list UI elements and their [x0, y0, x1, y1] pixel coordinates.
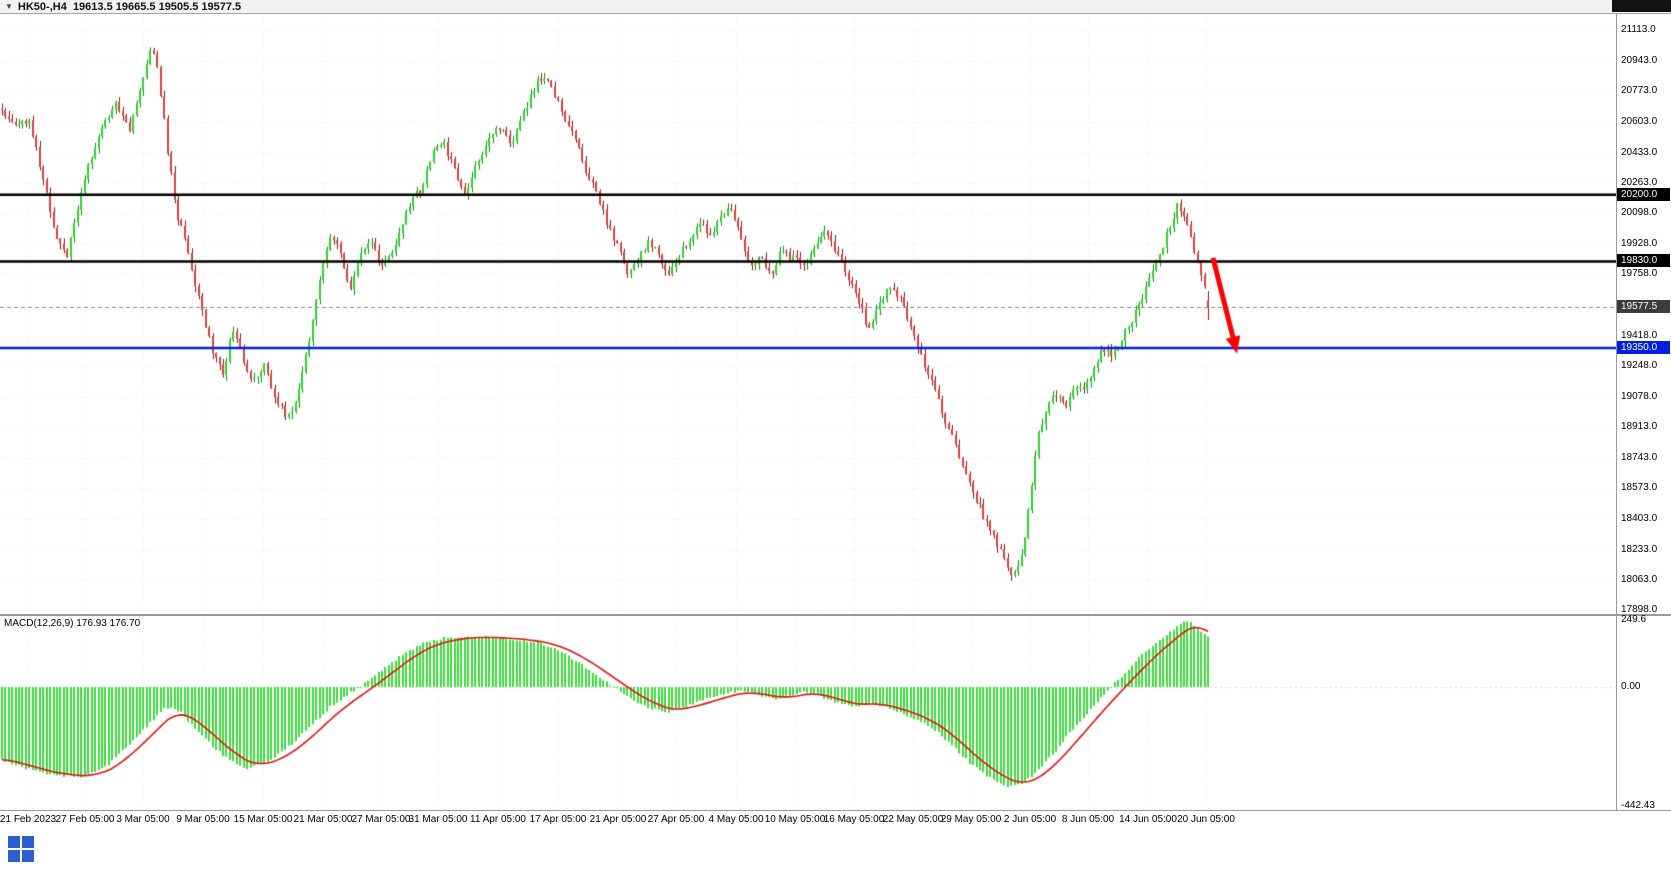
- time-label: 3 Mar 05:00: [116, 814, 170, 825]
- price-level-label-black: 19830.0: [1617, 254, 1670, 268]
- chart-title-bar: ▼ HK50-,H4 19613.5 19665.5 19505.5 19577…: [0, 0, 1671, 14]
- time-label: 22 May 05:00: [882, 814, 944, 825]
- time-label: 29 May 05:00: [940, 814, 1002, 825]
- price-level-label-black: 20200.0: [1617, 187, 1670, 201]
- macd-axis-label: -442.43: [1621, 800, 1655, 811]
- macd-panel-canvas[interactable]: [0, 616, 1616, 810]
- logo-square: [22, 836, 34, 848]
- price-tick-label: 19078.0: [1621, 391, 1658, 403]
- price-tick-label: 19758.0: [1621, 268, 1658, 280]
- price-tick-label: 19418.0: [1621, 329, 1658, 341]
- time-label: 9 Mar 05:00: [176, 814, 230, 825]
- logo-square: [8, 836, 20, 848]
- time-label: 17 Apr 05:00: [529, 814, 587, 825]
- price-tick-label: 21113.0: [1621, 24, 1656, 35]
- logo-square: [8, 850, 20, 862]
- macd-axis[interactable]: 249.6 0.00 -442.43: [1617, 614, 1671, 812]
- price-tick-label: 18573.0: [1621, 482, 1658, 494]
- axis-corner-box: [1612, 0, 1671, 12]
- app-logo-icon[interactable]: [8, 836, 35, 863]
- price-tick-label: 20773.0: [1621, 85, 1658, 97]
- time-label: 27 Feb 05:00: [55, 814, 115, 825]
- time-axis-separator: [0, 810, 1671, 811]
- price-chart-canvas[interactable]: [0, 14, 1616, 614]
- macd-axis-label: 0.00: [1621, 681, 1641, 693]
- axis-divider-line: [1616, 14, 1617, 810]
- price-tick-label: 20603.0: [1621, 116, 1658, 127]
- price-tick-label: 18063.0: [1621, 574, 1658, 586]
- time-label: 14 Jun 05:00: [1119, 814, 1177, 825]
- price-tick-label: 18403.0: [1621, 512, 1658, 524]
- logo-square: [22, 850, 34, 862]
- symbol-ohlc-info: HK50-,H4 19613.5 19665.5 19505.5 19577.5: [17, 0, 242, 13]
- price-tick-label: 18743.0: [1621, 451, 1658, 463]
- price-tick-label: 18233.0: [1621, 543, 1658, 555]
- time-label: 16 May 05:00: [823, 814, 885, 825]
- macd-indicator-label: MACD(12,26,9) 176.93 176.70: [4, 618, 141, 629]
- time-label: 27 Apr 05:00: [647, 814, 705, 825]
- price-tick-label: 19248.0: [1621, 360, 1658, 372]
- time-axis[interactable]: 21 Feb 2023 27 Feb 05:00 3 Mar 05:00 9 Mar …: [0, 812, 1671, 830]
- time-label: 15 Mar 05:00: [233, 814, 293, 825]
- macd-axis-label: 249.6: [1621, 614, 1647, 625]
- time-label: 11 Apr 05:00: [470, 814, 526, 825]
- time-label: 20 Jun 05:00: [1177, 814, 1235, 825]
- price-tick-label: 17898.0: [1621, 604, 1658, 615]
- price-tick-label: 20433.0: [1621, 146, 1658, 158]
- symbol-dropdown-icon[interactable]: ▼: [5, 1, 13, 11]
- time-label: 21 Mar 05:00: [293, 814, 353, 825]
- time-label: 10 May 05:00: [764, 814, 826, 825]
- time-label: 8 Jun 05:00: [1061, 814, 1115, 825]
- time-label: 4 May 05:00: [708, 814, 764, 825]
- time-label: 2 Jun 05:00: [1003, 814, 1057, 825]
- price-tick-label: 18913.0: [1621, 420, 1658, 432]
- panel-separator[interactable]: [0, 614, 1671, 616]
- price-axis[interactable]: 21113.0 20943.0 20773.0 20603.0 20433.0 20263…: [1617, 14, 1671, 615]
- time-label: 31 Mar 05:00: [408, 814, 468, 825]
- price-level-label-last: 19577.5: [1617, 300, 1670, 313]
- price-level-label-blue: 19350.0: [1617, 341, 1670, 355]
- price-tick-label: 20943.0: [1621, 54, 1658, 66]
- price-tick-label: 20098.0: [1621, 207, 1658, 219]
- price-tick-label: 20263.0: [1621, 177, 1658, 189]
- price-tick-label: 19928.0: [1621, 237, 1658, 249]
- time-label: 21 Apr 05:00: [589, 814, 647, 825]
- time-label: 27 Mar 05:00: [351, 814, 411, 825]
- time-label: 21 Feb 2023: [0, 814, 57, 825]
